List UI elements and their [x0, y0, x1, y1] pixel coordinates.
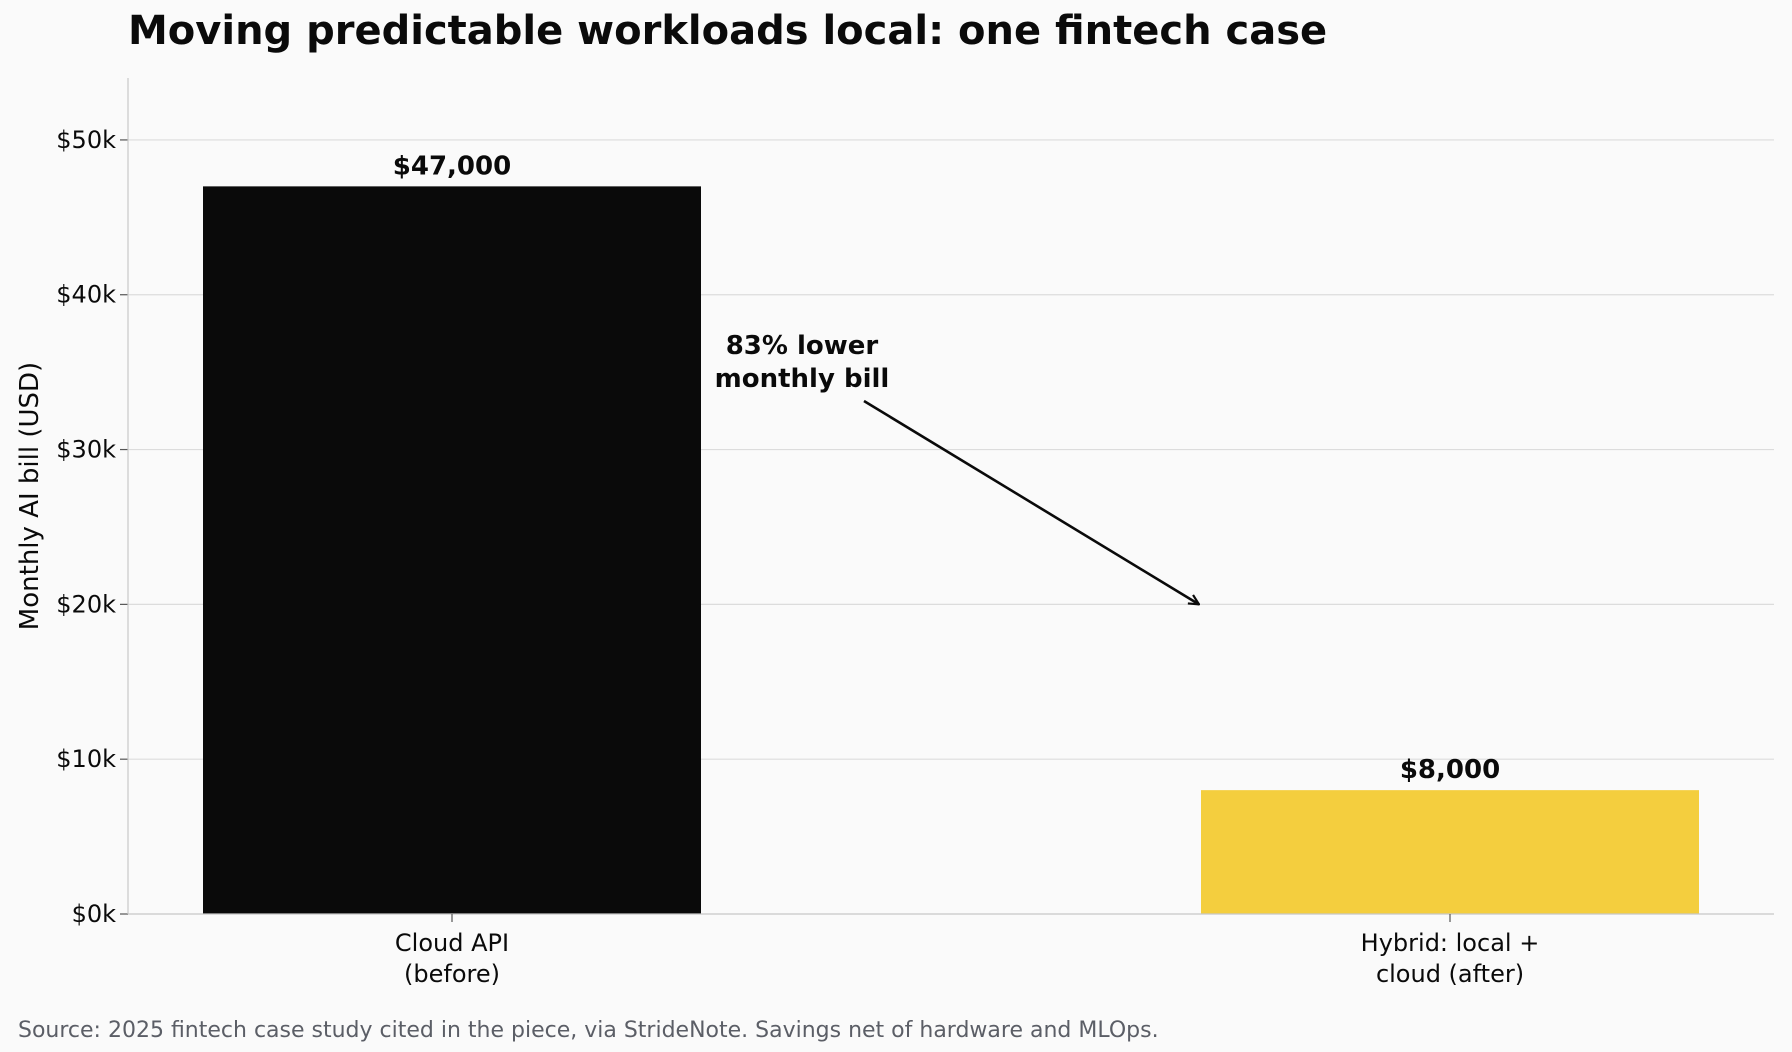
- source-note: Source: 2025 fintech case study cited in…: [18, 1018, 1159, 1043]
- y-tick-label: $0k: [72, 900, 117, 928]
- y-tick-label: $20k: [56, 590, 116, 618]
- x-tick-label: Hybrid: local +: [1361, 929, 1540, 957]
- y-tick-label: $30k: [56, 436, 116, 464]
- bar-1: [203, 186, 701, 915]
- x-tick-label: Cloud API: [395, 929, 509, 957]
- value-label-1: $47,000: [393, 151, 511, 181]
- annotation-text: 83% lower: [726, 331, 879, 361]
- axes: $0k $10k $20k $30k $40k $50k Monthly AI bill (…: [15, 78, 1774, 988]
- x-tick-label: (before): [404, 960, 500, 988]
- chart-title: Moving predictable workloads local: one …: [128, 8, 1328, 54]
- y-tick-label: $40k: [56, 281, 116, 309]
- bars: [203, 186, 1699, 915]
- y-tick-label: $50k: [56, 126, 116, 154]
- bar-2: [1201, 790, 1699, 914]
- value-label-2: $8,000: [1400, 755, 1500, 785]
- x-tick-label: cloud (after): [1376, 960, 1524, 988]
- annotation-text: monthly bill: [715, 364, 890, 394]
- y-axis-label: Monthly AI bill (USD): [15, 362, 45, 630]
- annotation-arrow: [863, 399, 1199, 604]
- value-labels: $47,000 $8,000: [393, 151, 1500, 785]
- y-tick-label: $10k: [56, 745, 116, 773]
